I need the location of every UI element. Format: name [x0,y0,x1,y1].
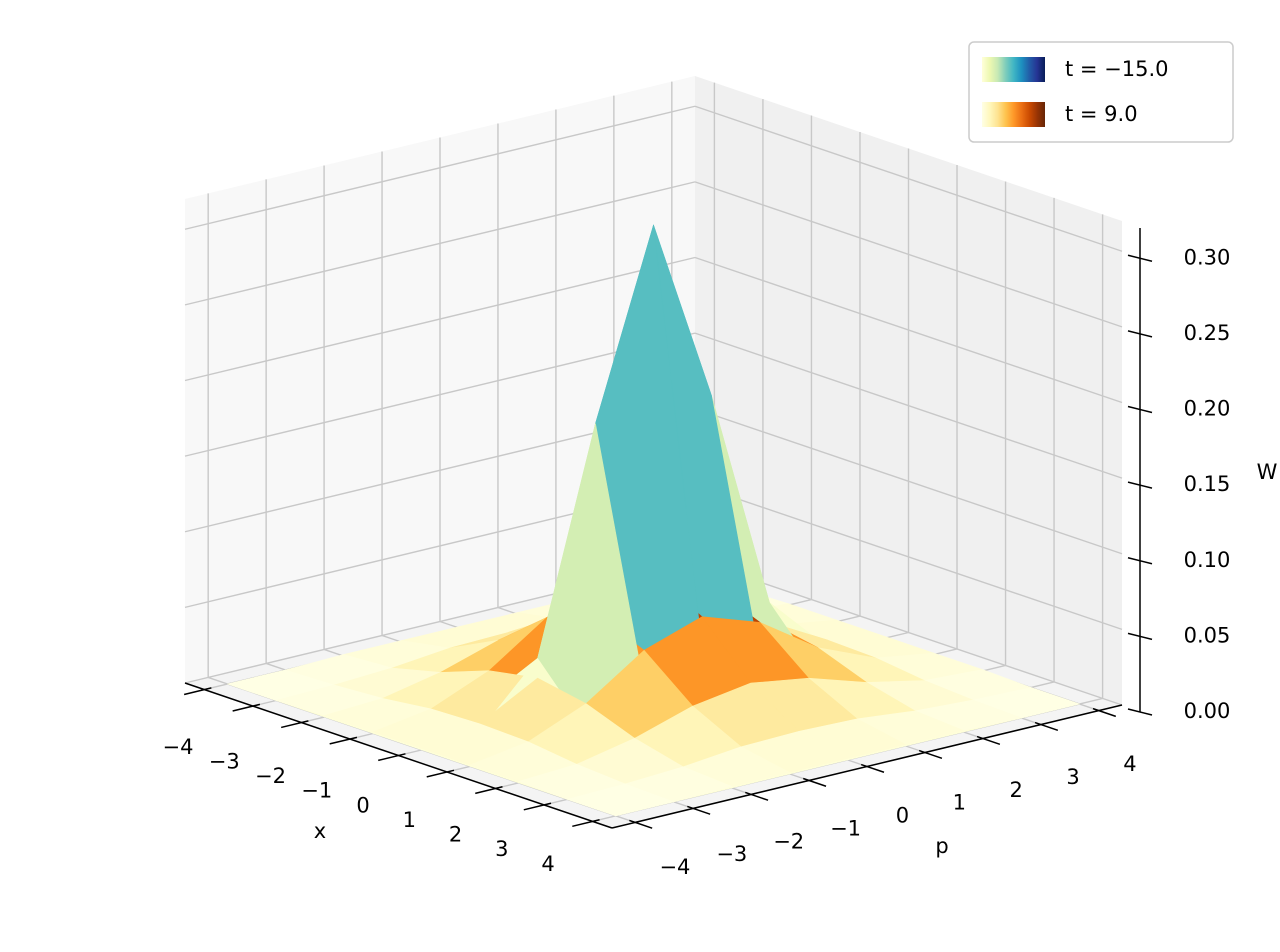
p-tick-label: 1 [953,791,966,815]
w-tick [1127,632,1153,641]
p-tick [687,805,711,815]
x-tick-label: 2 [449,823,462,847]
x-tick [329,736,358,745]
p-tick-label: 4 [1123,752,1136,776]
grid-line [694,559,1123,706]
w-tick-label: 0.05 [1184,623,1231,647]
w-tick [1127,330,1153,338]
x-tick-label: 3 [495,837,508,861]
p-tick [745,791,769,801]
x-tick [572,819,600,828]
grid-line [694,105,1123,252]
x-tick-label: −3 [209,749,240,773]
w-tick-label: 0.20 [1184,397,1231,421]
p-tick [1034,721,1059,732]
x-tick [280,720,309,729]
w-tick-label: 0.25 [1184,321,1231,345]
p-tick [918,749,943,759]
x-tick-label: 1 [403,808,416,832]
p-tick-label: −3 [716,842,747,866]
x-tick-label: 0 [356,793,369,817]
p-tick [629,819,653,829]
w-tick-label: 0.00 [1184,699,1231,723]
w-tick [1127,405,1153,414]
x-tick [183,687,212,696]
p-tick [802,777,827,787]
grid-line [694,483,1123,631]
grid-line [694,256,1123,404]
x-tick [426,769,455,778]
x-tick-label: −2 [255,764,286,788]
w-tick-label: 0.15 [1184,472,1231,496]
grid-line [694,332,1123,479]
legend-swatch [982,102,1045,127]
w-tick [1127,254,1153,262]
grid-line [184,332,696,457]
p-tick-label: −4 [659,855,690,879]
x-tick [523,802,552,811]
x-tick-label: −4 [163,735,194,759]
p-tick-label: 2 [1010,778,1023,802]
p-axis-label: p [935,834,948,858]
legend: t = −15.0 t = 9.0 [968,41,1234,143]
w-tick-label: 0.10 [1184,548,1231,572]
x-tick [475,786,503,795]
legend-swatch [982,57,1045,82]
p-tick [1092,707,1117,718]
grid-line [184,181,696,306]
grid-line [184,256,696,382]
grid-line [184,105,696,230]
grid-line [694,181,1123,328]
p-tick-label: 3 [1066,765,1079,789]
x-tick [232,703,261,712]
x-tick [378,753,406,762]
p-tick [860,763,885,773]
grid-line [694,408,1123,555]
x-tick-label: 4 [541,852,554,876]
legend-label: t = −15.0 [1065,57,1169,81]
p-tick-label: −2 [773,829,804,853]
surface-patch [566,783,675,817]
legend-label: t = 9.0 [1065,102,1138,126]
x-axis-label: x [314,819,326,843]
p-tick-label: 0 [896,804,909,828]
w-tick [1127,557,1153,565]
p-tick-label: −1 [830,816,861,840]
x-tick-label: −1 [301,779,332,803]
w-tick [1127,708,1153,716]
w-tick-label: 0.30 [1184,245,1231,269]
w-tick [1127,481,1153,489]
p-tick [976,735,1001,746]
w-axis-label: W [1257,460,1278,484]
